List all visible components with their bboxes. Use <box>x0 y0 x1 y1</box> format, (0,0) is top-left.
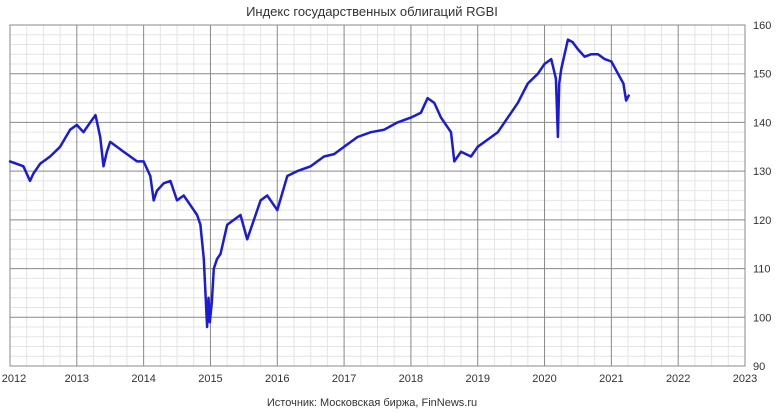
x-tick-label: 2013 <box>65 373 89 385</box>
x-tick-label: 2012 <box>2 373 26 385</box>
x-tick-label: 2022 <box>666 373 690 385</box>
plot-frame <box>9 24 746 367</box>
x-tick-label: 2016 <box>265 373 289 385</box>
y-tick-label: 120 <box>753 215 771 227</box>
x-tick-label: 2021 <box>599 373 623 385</box>
y-tick-label: 100 <box>753 312 771 324</box>
x-tick-label: 2014 <box>131 373 155 385</box>
y-tick-label: 150 <box>753 69 771 81</box>
y-tick-labels: 90 100 110 120 130 140 150 160 <box>753 20 771 373</box>
x-tick-label: 2019 <box>465 373 489 385</box>
x-tick-label: 2015 <box>198 373 222 385</box>
chart-title: Индекс государственных облигаций RGBI <box>246 4 498 19</box>
y-tick-label: 90 <box>753 361 765 373</box>
minor-grid <box>10 25 745 366</box>
series-line <box>8 38 630 329</box>
y-tick-label: 110 <box>753 264 771 276</box>
x-tick-labels: 2012 2013 2014 2015 2016 2017 2018 2019 2020 2021… <box>2 373 757 385</box>
x-tick-label: 2020 <box>532 373 556 385</box>
y-tick-label: 130 <box>753 166 771 178</box>
y-tick-label: 140 <box>753 117 771 129</box>
source-note: Источник: Московская биржа, FinNews.ru <box>267 397 477 409</box>
y-tick-label: 160 <box>753 20 771 32</box>
x-tick-label: 2023 <box>733 373 757 385</box>
x-tick-label: 2018 <box>399 373 423 385</box>
x-tick-label: 2017 <box>332 373 356 385</box>
series-layer <box>8 38 630 329</box>
